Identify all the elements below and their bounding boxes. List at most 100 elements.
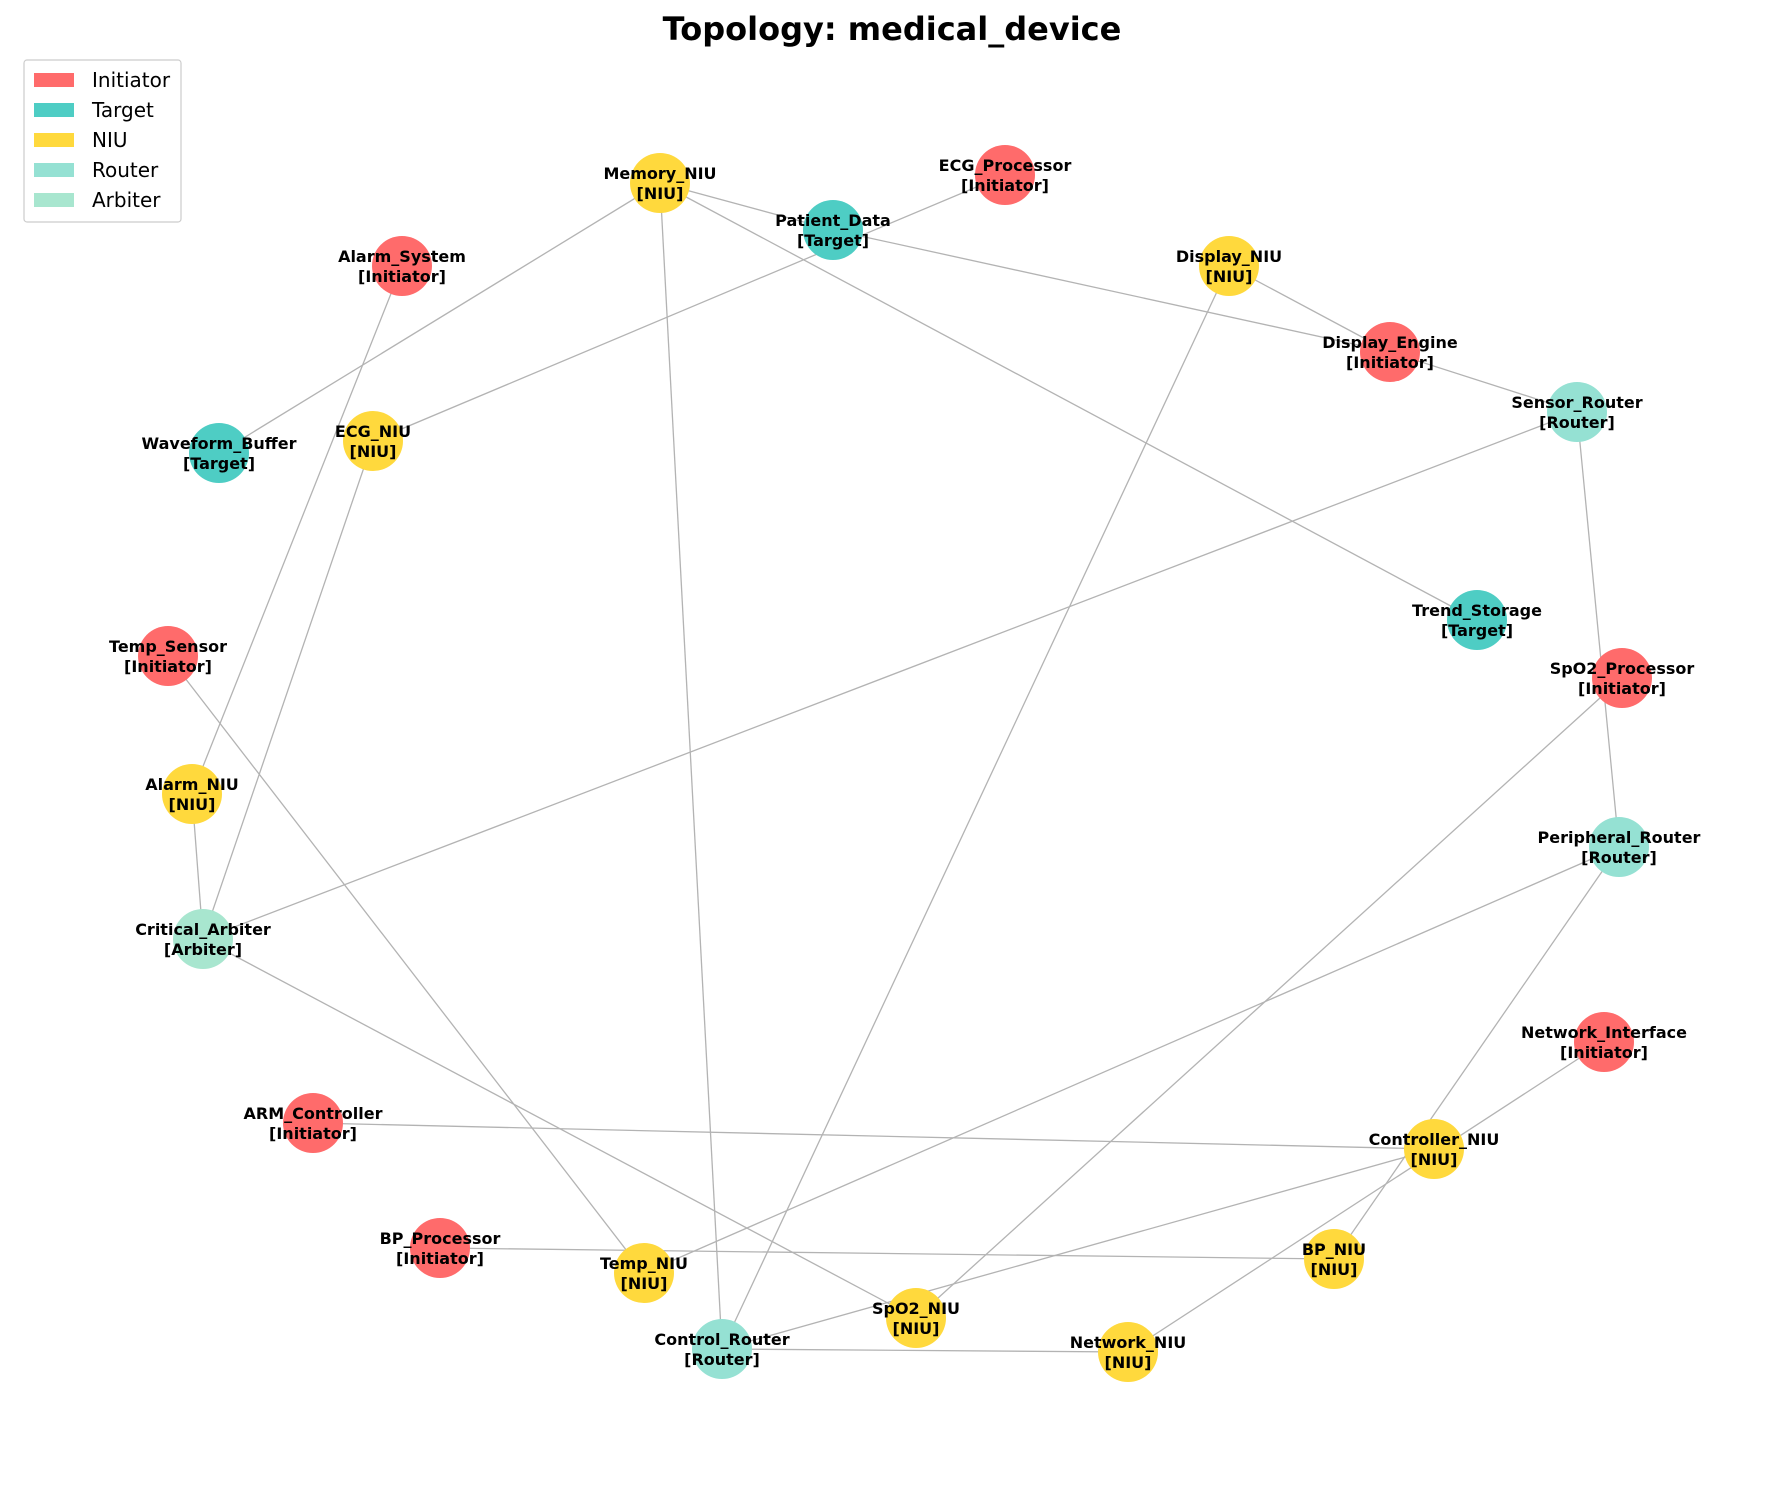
node-circle — [372, 236, 432, 296]
node-type-label: [NIU] — [1411, 1150, 1458, 1169]
node-circle — [1589, 817, 1649, 877]
node-ecg-niu[interactable]: ECG_NIU[NIU] — [335, 411, 411, 471]
node-display-niu[interactable]: Display_NIU[NIU] — [1176, 236, 1282, 296]
node-network-interface[interactable]: Network_Interface[Initiator] — [1521, 1012, 1687, 1072]
node-type-label: [NIU] — [893, 1319, 940, 1338]
node-waveform-buffer[interactable]: Waveform_Buffer[Target] — [142, 423, 297, 483]
edge-display_niu-control_router — [721, 265, 1230, 1350]
node-alarm-niu[interactable]: Alarm_NIU[NIU] — [145, 764, 239, 824]
legend-swatch-arbiter — [34, 193, 74, 207]
edge-controller_niu-control_router — [721, 1148, 1435, 1350]
node-layer: Memory_NIU[NIU]Patient_Data[Target]ECG_P… — [109, 145, 1701, 1382]
node-spo2-processor[interactable]: SpO2_Processor[Initiator] — [1550, 648, 1695, 708]
node-type-label: [Arbiter] — [164, 940, 242, 959]
node-name-label: Waveform_Buffer — [142, 434, 297, 453]
node-type-label: [NIU] — [169, 795, 216, 814]
node-name-label: Display_Engine — [1322, 333, 1458, 352]
node-name-label: SpO2_NIU — [872, 1299, 960, 1318]
node-temp-niu[interactable]: Temp_NIU[NIU] — [600, 1243, 688, 1303]
node-circle — [1098, 1322, 1158, 1382]
node-spo2-niu[interactable]: SpO2_NIU[NIU] — [872, 1288, 960, 1348]
legend-frame — [23, 59, 182, 223]
node-circle — [1574, 1012, 1634, 1072]
node-circle — [189, 423, 249, 483]
chart-title: Topology: medical_device — [663, 10, 1122, 48]
node-type-label: [Target] — [797, 231, 869, 250]
node-type-label: [NIU] — [1311, 1260, 1358, 1279]
node-alarm-system[interactable]: Alarm_System[Initiator] — [338, 236, 466, 296]
edge-memory_niu-control_router — [659, 182, 723, 1350]
node-type-label: [Initiator] — [1346, 353, 1434, 372]
node-trend-storage[interactable]: Trend_Storage[Target] — [1412, 590, 1542, 650]
legend-label-niu: NIU — [92, 128, 128, 152]
edge-peripheral_router-temp_niu — [643, 846, 1620, 1274]
node-name-label: ARM_Controller — [244, 1104, 383, 1123]
node-type-label: [NIU] — [350, 442, 397, 461]
node-circle — [1404, 1119, 1464, 1179]
node-name-label: Patient_Data — [775, 211, 891, 230]
node-controller-niu[interactable]: Controller_NIU[NIU] — [1369, 1119, 1500, 1179]
edge-temp_sensor-temp_niu — [167, 655, 645, 1274]
node-patient-data[interactable]: Patient_Data[Target] — [775, 200, 891, 260]
node-name-label: Peripheral_Router — [1538, 828, 1701, 847]
node-circle — [1304, 1229, 1364, 1289]
node-bp-processor[interactable]: BP_Processor[Initiator] — [380, 1218, 501, 1278]
node-circle — [614, 1243, 674, 1303]
node-type-label: [Initiator] — [1560, 1043, 1648, 1062]
node-circle — [886, 1288, 946, 1348]
legend-label-target: Target — [91, 98, 154, 122]
edge-sensor_router-critical_arbiter — [202, 411, 1578, 940]
node-network-niu[interactable]: Network_NIU[NIU] — [1070, 1322, 1187, 1382]
node-temp-sensor[interactable]: Temp_Sensor[Initiator] — [109, 626, 227, 686]
node-name-label: BP_NIU — [1302, 1240, 1366, 1259]
edge-ecg_processor-ecg_niu — [372, 174, 1006, 442]
node-type-label: [Target] — [1441, 621, 1513, 640]
edge-display_engine-sensor_router — [1389, 351, 1578, 413]
node-circle — [630, 153, 690, 213]
node-circle — [410, 1218, 470, 1278]
node-type-label: [Initiator] — [124, 657, 212, 676]
legend-label-router: Router — [92, 158, 159, 182]
node-name-label: SpO2_Processor — [1550, 659, 1695, 678]
node-type-label: [Initiator] — [269, 1124, 357, 1143]
node-circle — [1447, 590, 1507, 650]
node-name-label: Network_Interface — [1521, 1023, 1687, 1042]
edge-display_niu-display_engine — [1228, 265, 1391, 353]
node-name-label: ECG_Processor — [939, 156, 1072, 175]
node-display-engine[interactable]: Display_Engine[Initiator] — [1322, 322, 1458, 382]
node-circle — [343, 411, 403, 471]
node-control-router[interactable]: Control_Router[Router] — [654, 1319, 790, 1379]
node-peripheral-router[interactable]: Peripheral_Router[Router] — [1538, 817, 1701, 877]
node-circle — [173, 909, 233, 969]
node-name-label: Trend_Storage — [1412, 601, 1542, 620]
node-name-label: Memory_NIU — [603, 164, 716, 183]
node-name-label: BP_Processor — [380, 1229, 501, 1248]
node-type-label: [Initiator] — [961, 176, 1049, 195]
node-memory-niu[interactable]: Memory_NIU[NIU] — [603, 153, 717, 213]
legend-swatch-initiator — [34, 73, 74, 87]
node-type-label: [Router] — [1581, 848, 1657, 867]
node-ecg-processor[interactable]: ECG_Processor[Initiator] — [939, 145, 1072, 205]
edge-memory_niu-trend_storage — [659, 182, 1478, 621]
legend-label-arbiter: Arbiter — [92, 188, 161, 212]
edge-spo2_processor-spo2_niu — [915, 677, 1623, 1319]
node-circle — [803, 200, 863, 260]
node-circle — [283, 1093, 343, 1153]
node-bp-niu[interactable]: BP_NIU[NIU] — [1302, 1229, 1366, 1289]
node-arm-controller[interactable]: ARM_Controller[Initiator] — [244, 1093, 383, 1153]
node-name-label: Sensor_Router — [1511, 393, 1642, 412]
edge-alarm_system-alarm_niu — [191, 265, 403, 795]
node-sensor-router[interactable]: Sensor_Router[Router] — [1511, 382, 1643, 442]
node-name-label: Critical_Arbiter — [135, 920, 271, 939]
edge-peripheral_router-bp_niu — [1333, 846, 1620, 1260]
node-name-label: ECG_NIU — [335, 422, 411, 441]
edge-ecg_niu-critical_arbiter — [202, 440, 374, 940]
node-critical-arbiter[interactable]: Critical_Arbiter[Arbiter] — [135, 909, 271, 969]
edge-memory_niu-waveform_buffer — [218, 182, 661, 454]
edge-patient_data-display_engine — [832, 229, 1391, 353]
legend-swatch-target — [34, 103, 74, 117]
node-circle — [975, 145, 1035, 205]
node-type-label: [NIU] — [637, 184, 684, 203]
edge-network_interface-network_niu — [1127, 1041, 1605, 1353]
